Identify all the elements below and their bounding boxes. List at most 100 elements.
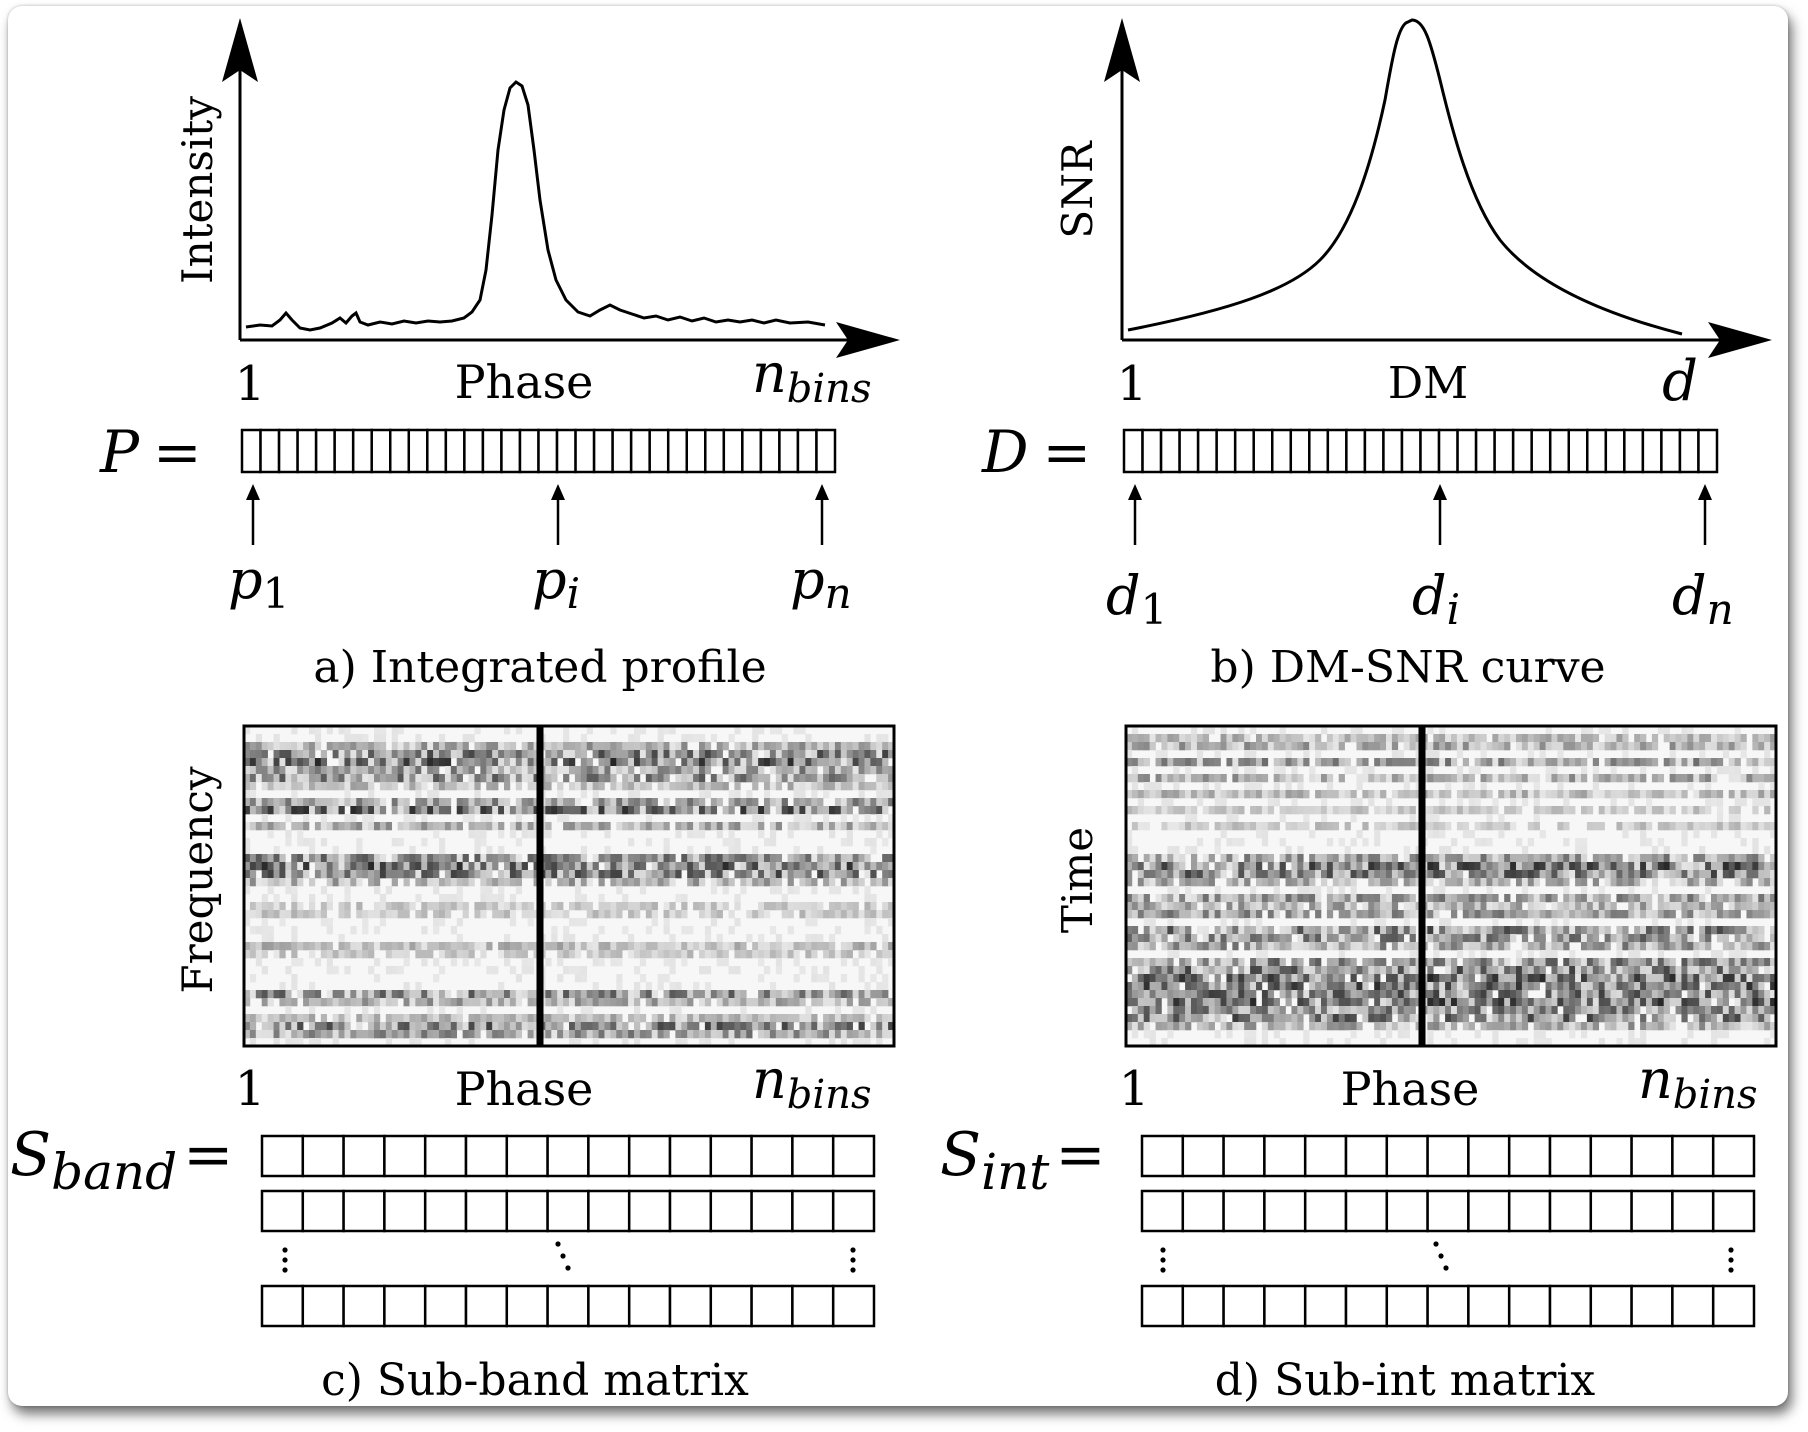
panel-c-matrix-cell <box>791 1134 835 1178</box>
panel-c-matrix-cell <box>546 1189 590 1233</box>
panel-d-matrix-cell <box>1303 1284 1348 1328</box>
panel-a-vector-cell <box>277 428 299 474</box>
panel-b-vector-cell <box>1474 428 1496 474</box>
panel-c-matrix-cell <box>709 1134 753 1178</box>
panel-d-subint-heatmap <box>1126 726 1777 1047</box>
panel-d-matrix-cell <box>1344 1284 1389 1328</box>
panel-d-matrix-cell <box>1426 1189 1470 1233</box>
panel-a-vector-cell <box>296 428 318 474</box>
panel-a-vector-cell <box>314 428 336 474</box>
panel-c-matrix-cell <box>505 1134 549 1178</box>
panel-d-matrix-cell <box>1385 1134 1429 1178</box>
panel-d-matrix-cell <box>1344 1189 1389 1233</box>
panel-d-matrix-cell <box>1140 1284 1185 1328</box>
panel-d-x-start: 1 <box>1119 1061 1150 1117</box>
panel-d-xlabel: Phase <box>1341 1062 1480 1116</box>
panel-a-vector-cell <box>259 428 281 474</box>
panel-b-x-end: d <box>1662 349 1698 414</box>
svg-text:di: di <box>1412 564 1460 634</box>
panel-a-vector-cell <box>351 428 373 474</box>
panel-d-matrix-cell <box>1548 1134 1593 1178</box>
panel-a-vector-cell <box>611 428 633 474</box>
panel-d-matrix-cell <box>1303 1189 1348 1233</box>
panel-c-matrix-cell <box>750 1134 794 1178</box>
panel-c-matrix-cell <box>383 1284 427 1328</box>
panel-b-pointers: d1 di dn <box>1106 484 1734 634</box>
panel-b-vector-cell <box>1697 428 1719 474</box>
panel-d-matrix-cell <box>1181 1134 1225 1178</box>
panel-d-matrix-cell <box>1467 1189 1511 1233</box>
panel-c-matrix-cell <box>423 1189 468 1233</box>
panel-a-vector-cell <box>444 428 466 474</box>
panel-d-matrix-cell <box>1548 1189 1593 1233</box>
panel-b-vector-cell <box>1363 428 1385 474</box>
panel-c-heatmap-frame <box>242 724 896 1048</box>
panel-b-vector-cell <box>1586 428 1608 474</box>
panel-a-vector-cell <box>741 428 763 474</box>
profile-curve <box>245 80 826 332</box>
panel-a-vector-cell <box>389 428 411 474</box>
panel-b-vector-cell <box>1252 428 1274 474</box>
panel-a-caption: a) Integrated profile <box>313 642 766 693</box>
panel-d-matrix-cell <box>1589 1134 1633 1178</box>
panel-c-matrix-cell <box>260 1134 305 1178</box>
panel-b-vector-cell <box>1511 428 1533 474</box>
panel-b-vector-cell <box>1604 428 1626 474</box>
panel-c-matrix-cell <box>587 1284 631 1328</box>
panel-d-matrix-cell <box>1263 1284 1307 1328</box>
panel-d-matrix-cell <box>1385 1189 1429 1233</box>
panel-d-matrix-cell <box>1711 1134 1756 1178</box>
panel-c-matrix-cell <box>423 1134 468 1178</box>
panel-a-vector-cell <box>463 428 485 474</box>
panel-a-vector-cell <box>407 428 429 474</box>
panel-a-vector-label: P = <box>99 418 202 486</box>
panel-c-matrix-cell <box>831 1189 876 1233</box>
panel-a-vector-cell <box>518 428 540 474</box>
panel-c-matrix-cell <box>383 1134 427 1178</box>
panel-d-ylabel: Time <box>1053 827 1102 933</box>
panel-c-matrix-cell <box>546 1134 590 1178</box>
panel-c-matrix <box>260 1134 876 1328</box>
panel-b-caption: b) DM-SNR curve <box>1210 642 1605 693</box>
panel-d: Time 1 Phase nbins Sint = d) Sub-int matr… <box>940 724 1778 1406</box>
panel-b-vector-cell <box>1271 428 1293 474</box>
panel-c-matrix-cell <box>464 1134 509 1178</box>
panel-a-vector-cell <box>574 428 596 474</box>
panel-a-vector-cell <box>778 428 800 474</box>
panel-b-vector-cell <box>1159 428 1181 474</box>
panel-d-matrix-cell <box>1711 1189 1756 1233</box>
panel-b-vector-cell <box>1215 428 1237 474</box>
panel-d-matrix-cell <box>1630 1189 1674 1233</box>
panel-b-vector-cell <box>1400 428 1422 474</box>
svg-text:pn: pn <box>790 548 852 618</box>
panel-b-axes <box>1104 18 1772 358</box>
panel-d-matrix-cell <box>1426 1284 1470 1328</box>
panel-c-matrix-cell <box>301 1189 345 1233</box>
panel-c-xlabel: Phase <box>455 1062 594 1116</box>
panel-a-vector-cell <box>759 428 781 474</box>
panel-a-x-start: 1 <box>235 356 266 412</box>
panel-b-vector-cell <box>1382 428 1404 474</box>
panel-a-vector-cell <box>426 428 448 474</box>
panel-b-vector-cell <box>1233 428 1255 474</box>
panel-d-matrix-cell <box>1344 1134 1389 1178</box>
panel-d-matrix-cell <box>1303 1134 1348 1178</box>
panel-d-ellipsis <box>1160 1241 1734 1273</box>
panel-d-matrix-cell <box>1671 1134 1715 1178</box>
panel-c-x-end: nbins <box>752 1048 871 1118</box>
panel-d-matrix-cell <box>1671 1284 1715 1328</box>
panel-c-matrix-cell <box>750 1284 794 1328</box>
panel-b-vector-cell <box>1419 428 1441 474</box>
panel-c: Frequency 1 Phase nbins Sband = c) Sub-ba… <box>10 724 896 1406</box>
panel-c-x-start: 1 <box>235 1061 266 1117</box>
panel-d-matrix-cell <box>1181 1284 1225 1328</box>
dm-snr-curve <box>1127 18 1683 336</box>
panel-c-matrix-label: Sband = <box>10 1120 233 1201</box>
panel-c-matrix-cell <box>831 1134 876 1178</box>
panel-c-matrix-cell <box>464 1284 509 1328</box>
svg-text:pi: pi <box>532 548 580 618</box>
panel-d-matrix-cell <box>1467 1134 1511 1178</box>
panel-c-matrix-cell <box>668 1134 713 1178</box>
panel-b-vector-cell <box>1141 428 1163 474</box>
panel-d-matrix-cell <box>1711 1284 1756 1328</box>
